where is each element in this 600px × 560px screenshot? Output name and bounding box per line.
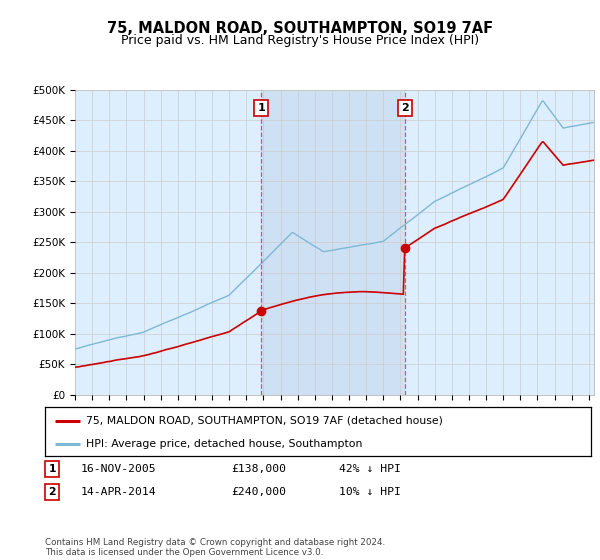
Text: 1: 1 [49,464,56,474]
Text: 2: 2 [401,104,409,113]
Text: £240,000: £240,000 [231,487,286,497]
Text: HPI: Average price, detached house, Southampton: HPI: Average price, detached house, Sout… [86,439,362,449]
Text: 75, MALDON ROAD, SOUTHAMPTON, SO19 7AF (detached house): 75, MALDON ROAD, SOUTHAMPTON, SO19 7AF (… [86,416,443,426]
Text: 14-APR-2014: 14-APR-2014 [81,487,157,497]
Text: 1: 1 [257,104,265,113]
Text: 2: 2 [49,487,56,497]
Text: 75, MALDON ROAD, SOUTHAMPTON, SO19 7AF: 75, MALDON ROAD, SOUTHAMPTON, SO19 7AF [107,21,493,36]
Text: Price paid vs. HM Land Registry's House Price Index (HPI): Price paid vs. HM Land Registry's House … [121,34,479,46]
Text: 10% ↓ HPI: 10% ↓ HPI [339,487,401,497]
Bar [262,90,406,395]
Text: Contains HM Land Registry data © Crown copyright and database right 2024.
This d: Contains HM Land Registry data © Crown c… [45,538,385,557]
Text: 16-NOV-2005: 16-NOV-2005 [81,464,157,474]
Text: £138,000: £138,000 [231,464,286,474]
Text: 42% ↓ HPI: 42% ↓ HPI [339,464,401,474]
